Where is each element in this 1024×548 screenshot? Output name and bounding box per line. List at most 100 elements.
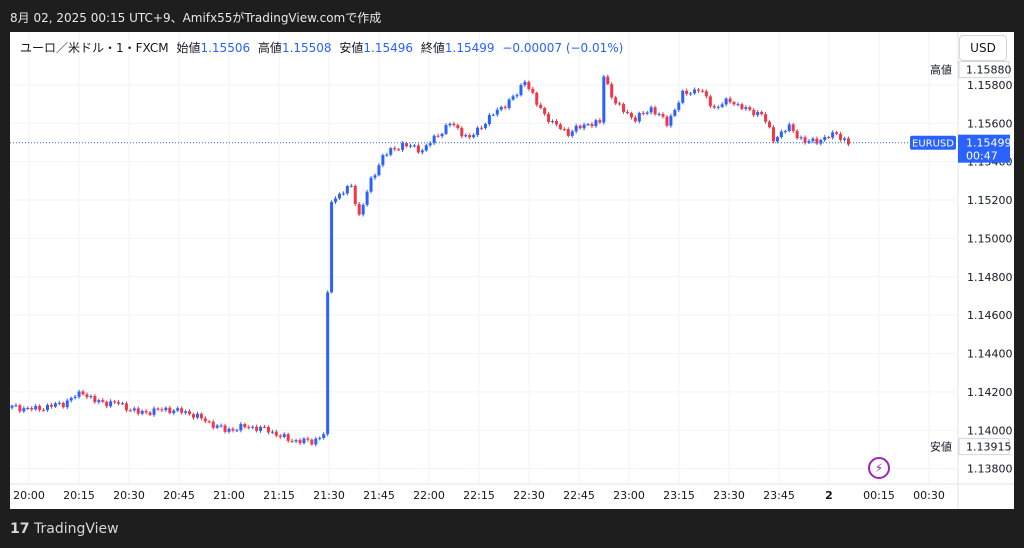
candle-body — [341, 193, 345, 195]
candle-body — [337, 193, 341, 199]
candle-body — [49, 405, 53, 407]
candle-body — [424, 145, 428, 151]
legend-high-value: 1.15508 — [281, 41, 332, 55]
candle-body — [495, 109, 499, 115]
candle-body — [645, 112, 649, 114]
candle-body — [353, 185, 357, 205]
candle-body — [188, 411, 192, 415]
candle-body — [34, 405, 38, 410]
candle-body — [105, 401, 109, 407]
chart-area[interactable] — [10, 32, 1014, 509]
candle-body — [113, 401, 117, 403]
candle-body — [618, 103, 622, 105]
candle-body — [649, 107, 653, 113]
header-text: 8月 02, 2025 00:15 UTC+9、Amifx55がTradingV… — [10, 11, 382, 25]
candle-body — [760, 111, 764, 115]
y-tick-label: 1.14200 — [967, 386, 1013, 399]
candle-body — [622, 104, 626, 112]
candle-body — [787, 124, 791, 132]
candle-body — [389, 148, 393, 155]
candle-body — [448, 123, 452, 126]
candle-body — [661, 114, 665, 117]
candle-body — [673, 109, 677, 116]
candle-body — [231, 428, 235, 431]
candle-body — [128, 410, 132, 412]
candle-body — [168, 407, 172, 414]
candle-body — [771, 127, 775, 142]
legend-symbol[interactable]: ユーロ／米ドル・1・FXCM — [20, 41, 169, 55]
candle-body — [199, 413, 203, 419]
candle-body — [203, 418, 207, 422]
candle-body — [397, 149, 401, 151]
candle-body — [223, 425, 227, 432]
candle-body — [322, 434, 326, 439]
candle-body — [18, 405, 22, 412]
tradingview-logo-icon[interactable]: 17 — [10, 521, 30, 537]
candle-body — [69, 397, 73, 401]
candle-body — [219, 425, 223, 427]
candle-body — [85, 394, 89, 398]
candle-body — [712, 106, 716, 108]
candle-body — [30, 407, 34, 410]
currency-button[interactable]: USD — [959, 35, 1007, 61]
candle-body — [73, 396, 77, 398]
candle-body — [334, 198, 338, 202]
candle-body — [381, 155, 385, 166]
candle-body — [97, 400, 101, 403]
lightning-icon[interactable]: ⚡ — [868, 457, 890, 479]
candle-body — [57, 402, 61, 404]
candle-body — [452, 123, 456, 126]
legend-change-value: −0.00007 (−0.01%) — [502, 41, 624, 55]
candle-body — [795, 131, 799, 139]
low-marker-label: 安値 — [930, 440, 952, 454]
candle-body — [487, 114, 491, 125]
candle-body — [365, 191, 369, 205]
candle-body — [476, 127, 480, 135]
candle-body — [740, 104, 744, 109]
x-tick-label: 2 — [825, 489, 833, 502]
x-tick-label: 22:00 — [413, 489, 445, 502]
y-tick-label: 1.14800 — [967, 271, 1013, 284]
candle-body — [53, 403, 57, 407]
candle-body — [799, 137, 803, 139]
x-tick-label: 20:00 — [13, 489, 45, 502]
candle-body — [574, 125, 578, 132]
candle-body — [278, 435, 282, 437]
low-marker-box — [958, 438, 1010, 456]
candle-body — [779, 131, 783, 138]
candle-body — [152, 408, 156, 415]
candle-body — [286, 434, 290, 441]
candle-body — [507, 99, 511, 108]
candle-body — [839, 133, 843, 140]
candle-body — [160, 409, 164, 411]
x-tick-label: 00:15 — [863, 489, 895, 502]
candle-body — [22, 408, 26, 412]
candle-body — [81, 391, 85, 395]
legend-open-label: 始値 — [176, 41, 201, 55]
candle-body — [235, 430, 239, 432]
candle-body — [468, 135, 472, 138]
candle-body — [243, 424, 247, 428]
candle-body — [503, 106, 507, 108]
candle-body — [440, 133, 444, 137]
candle-body — [290, 440, 294, 442]
y-tick-label: 1.14600 — [967, 309, 1013, 322]
candle-body — [393, 148, 397, 150]
candle-body — [191, 414, 195, 418]
x-tick-label: 00:30 — [913, 489, 945, 502]
x-tick-label: 23:15 — [663, 489, 695, 502]
candle-body — [401, 143, 405, 150]
candle-body — [831, 132, 835, 138]
candle-body — [539, 104, 543, 109]
candle-body — [330, 201, 334, 293]
high-marker-value: 1.15880 — [966, 64, 1012, 77]
candle-body — [768, 121, 772, 128]
candle-body — [511, 96, 515, 100]
candle-body — [629, 113, 633, 118]
candle-body — [637, 112, 641, 122]
symbol-label: EURUSD — [912, 139, 954, 150]
tradingview-logo-text[interactable]: TradingView — [34, 521, 119, 537]
candle-body — [641, 112, 645, 114]
candles — [10, 74, 850, 447]
